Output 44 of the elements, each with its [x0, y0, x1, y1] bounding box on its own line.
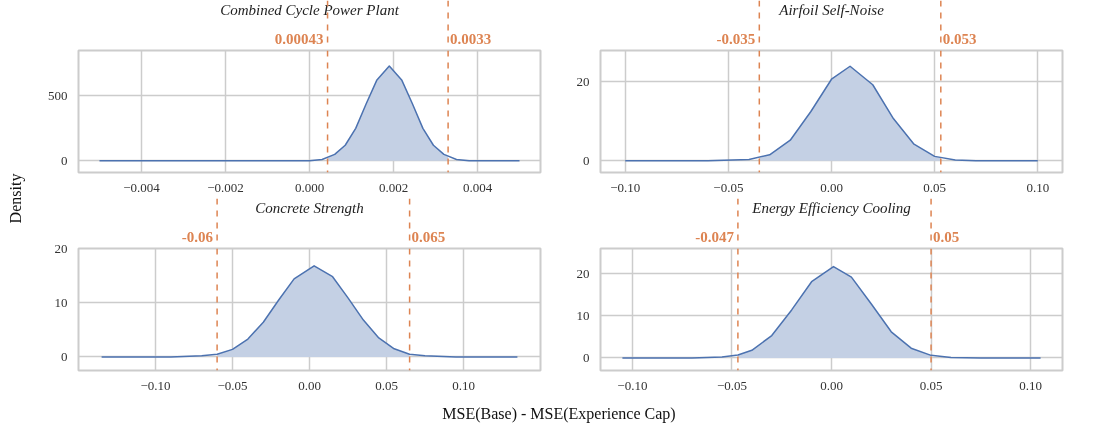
- chart-title: Concrete Strength: [255, 199, 364, 216]
- ref-line-label: 0.053: [942, 31, 977, 48]
- y-tick-label: 0: [61, 348, 68, 364]
- x-tick-label: −0.10: [610, 179, 641, 195]
- chart-title: Combined Cycle Power Plant: [220, 1, 400, 18]
- y-tick-label: 10: [576, 307, 590, 323]
- x-tick-label: 0.05: [375, 377, 398, 393]
- x-tick-label: −0.10: [140, 377, 171, 393]
- y-axis-title: Density: [7, 173, 25, 224]
- ref-line-label: 0.05: [933, 229, 960, 246]
- x-tick-label: −0.05: [217, 377, 248, 393]
- ref-line-label: -0.06: [181, 229, 214, 246]
- y-tick-label: 20: [54, 240, 68, 256]
- x-tick-label: −0.002: [207, 179, 244, 195]
- x-tick-label: 0.05: [919, 377, 943, 393]
- y-tick-label: 0: [583, 349, 590, 365]
- chart-title: Energy Efficiency Cooling: [751, 199, 912, 216]
- x-tick-label: 0.10: [1019, 377, 1043, 393]
- x-tick-label: −0.05: [716, 377, 747, 393]
- x-tick-label: 0.00: [298, 377, 321, 393]
- ref-line-label: 0.00043: [274, 31, 324, 48]
- y-tick-label: 0: [583, 152, 590, 168]
- x-tick-label: 0.000: [294, 179, 325, 195]
- x-tick-label: −0.004: [123, 179, 161, 195]
- ref-line-label: -0.035: [716, 31, 756, 48]
- ref-line-label: -0.047: [695, 229, 735, 246]
- y-tick-label: 0: [61, 152, 68, 168]
- y-tick-label: 20: [576, 73, 590, 89]
- x-tick-label: 0.004: [462, 179, 493, 195]
- x-tick-label: −0.05: [713, 179, 744, 195]
- x-tick-label: 0.10: [1026, 179, 1050, 195]
- x-tick-label: 0.10: [452, 377, 475, 393]
- chart-title: Airfoil Self-Noise: [778, 1, 885, 18]
- x-tick-label: 0.002: [378, 179, 409, 195]
- ref-line-label: 0.065: [411, 229, 446, 246]
- x-tick-label: −0.10: [617, 377, 648, 393]
- x-axis-title: MSE(Base) - MSE(Experience Cap): [442, 405, 676, 423]
- y-tick-label: 500: [48, 87, 68, 103]
- x-tick-label: 0.00: [820, 377, 843, 393]
- y-tick-label: 20: [576, 265, 590, 281]
- x-tick-label: 0.00: [820, 179, 843, 195]
- ref-line-label: 0.0033: [450, 31, 492, 48]
- x-tick-label: 0.05: [923, 179, 946, 195]
- y-tick-label: 10: [54, 294, 68, 310]
